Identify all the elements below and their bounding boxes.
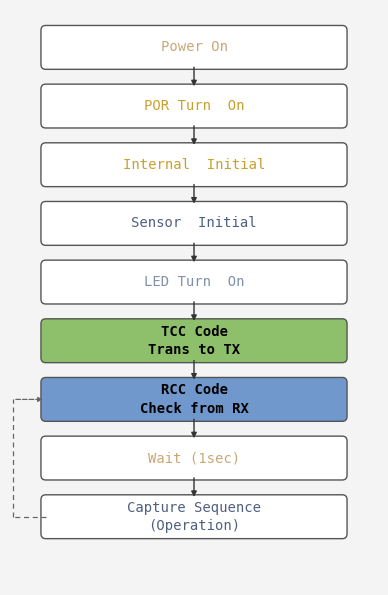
FancyBboxPatch shape bbox=[41, 26, 347, 70]
Text: Internal  Initial: Internal Initial bbox=[123, 158, 265, 172]
FancyBboxPatch shape bbox=[41, 495, 347, 538]
Text: Wait (1sec): Wait (1sec) bbox=[148, 451, 240, 465]
Text: POR Turn  On: POR Turn On bbox=[144, 99, 244, 113]
FancyBboxPatch shape bbox=[41, 260, 347, 304]
Text: RCC Code
Check from RX: RCC Code Check from RX bbox=[140, 383, 248, 415]
FancyBboxPatch shape bbox=[41, 143, 347, 187]
FancyBboxPatch shape bbox=[41, 436, 347, 480]
Text: LED Turn  On: LED Turn On bbox=[144, 275, 244, 289]
FancyBboxPatch shape bbox=[41, 319, 347, 362]
FancyBboxPatch shape bbox=[41, 84, 347, 128]
Text: TCC Code
Trans to TX: TCC Code Trans to TX bbox=[148, 324, 240, 357]
FancyBboxPatch shape bbox=[41, 377, 347, 421]
Text: Power On: Power On bbox=[161, 40, 227, 54]
FancyBboxPatch shape bbox=[41, 202, 347, 245]
Text: Sensor  Initial: Sensor Initial bbox=[131, 217, 257, 230]
Text: Capture Sequence
(Operation): Capture Sequence (Operation) bbox=[127, 500, 261, 533]
